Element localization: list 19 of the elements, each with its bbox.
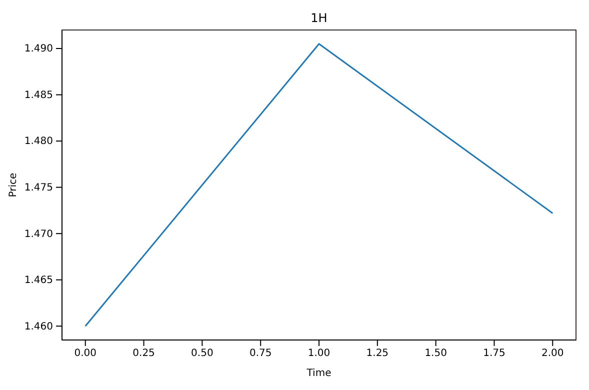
y-tick-label: 1.485 [24, 90, 53, 101]
x-tick-label: 1.50 [424, 348, 447, 360]
y-tick-label: 1.465 [24, 275, 53, 286]
y-tick-label: 1.460 [24, 321, 53, 332]
x-tick-label: 0.50 [191, 348, 214, 360]
x-tick-label: 2.00 [542, 348, 564, 360]
x-tick-label: 0.00 [74, 348, 96, 360]
x-tick-label: 1.75 [483, 348, 506, 360]
y-tick-label: 1.480 [24, 136, 53, 148]
chart-title: 1H [310, 11, 328, 25]
y-tick-label: 1.475 [24, 182, 53, 194]
y-tick-label: 1.490 [24, 44, 53, 55]
x-axis-title: Time [306, 368, 332, 379]
x-tick-label: 1.00 [308, 348, 330, 360]
x-tick-label: 1.25 [366, 348, 389, 360]
x-tick-label: 0.25 [132, 348, 155, 360]
x-tick-label: 0.75 [249, 348, 272, 360]
y-tick-label: 1.470 [24, 228, 53, 240]
y-axis-title: Price [8, 172, 19, 198]
